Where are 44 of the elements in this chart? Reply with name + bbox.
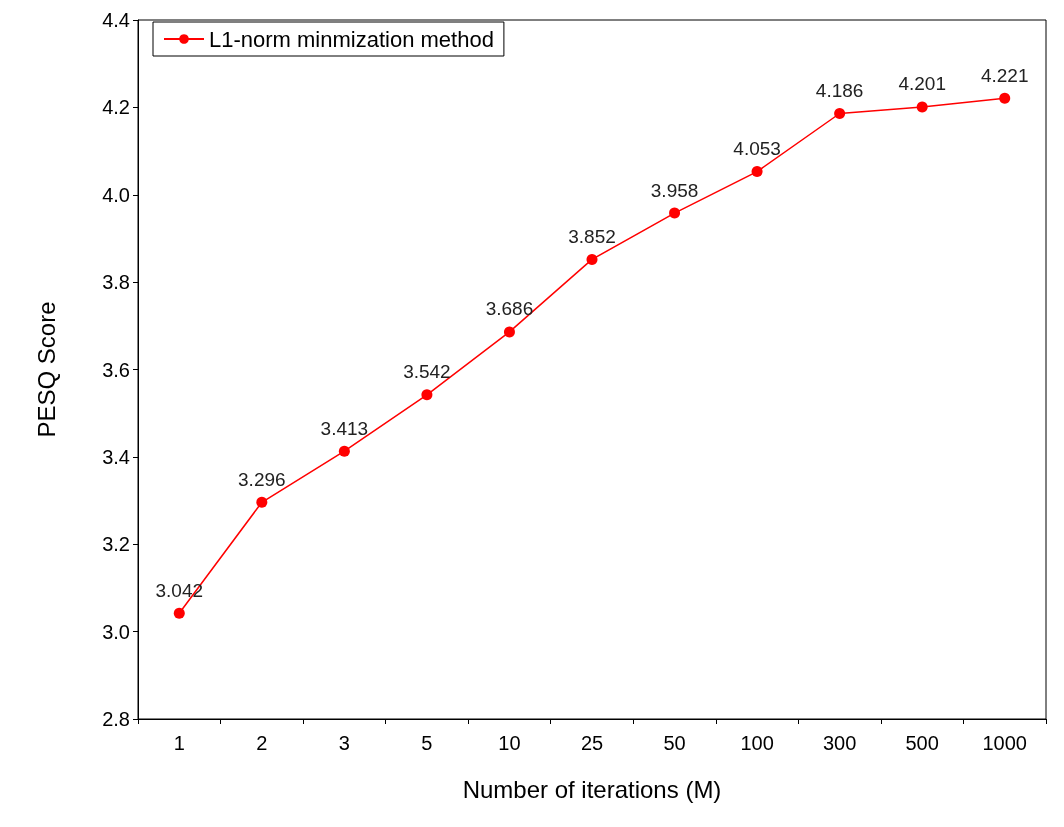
data-label: 4.201 [898,73,946,95]
point [173,607,185,619]
x-tick-label: 1 [173,732,185,754]
point [669,207,681,219]
y-tick-label: 4.4 [102,9,130,31]
x-tick-label: 2 [256,732,268,754]
y-tick-label: 3.8 [102,271,130,294]
x-tick-label: 1000 [982,732,1027,754]
y-tick-label: 3.6 [102,358,130,381]
point [834,107,846,119]
data-label: 3.958 [650,179,699,201]
data-label: 4.053 [733,138,781,160]
point [916,101,928,113]
y-tick-label: 4.0 [102,183,130,206]
data-label: 4.186 [815,79,864,101]
point [421,389,433,401]
point [586,253,598,265]
y-axis-title: PESQ Score [32,301,60,438]
data-label: 3.686 [485,298,534,320]
x-tick-label: 500 [905,732,939,754]
point [999,92,1011,104]
x-axis-title: Number of iterations (M) [462,775,722,803]
point [503,326,515,338]
data-label: 3.296 [238,468,286,490]
x-tick-label: 50 [663,732,686,754]
x-tick-label: 25 [580,732,604,754]
legend-label: L1-norm minmization method [209,26,494,52]
x-tick-label: 3 [338,732,350,754]
y-tick-label: 3.4 [102,445,130,468]
x-tick-label: 100 [740,732,774,754]
y-tick-label: 3.0 [102,620,130,643]
data-label: 4.221 [980,64,1029,86]
data-label: 3.852 [568,225,616,247]
point [256,496,268,508]
data-label: 3.542 [403,361,451,383]
x-tick-label: 5 [421,732,433,754]
data-label: 3.413 [320,417,369,439]
y-tick-label: 2.8 [102,708,130,730]
x-tick-label: 10 [498,732,521,754]
point [751,166,763,178]
x-tick-label: 300 [822,732,857,754]
y-tick-label: 3.2 [102,533,130,556]
y-tick-label: 4.2 [102,96,130,119]
point [338,445,350,457]
